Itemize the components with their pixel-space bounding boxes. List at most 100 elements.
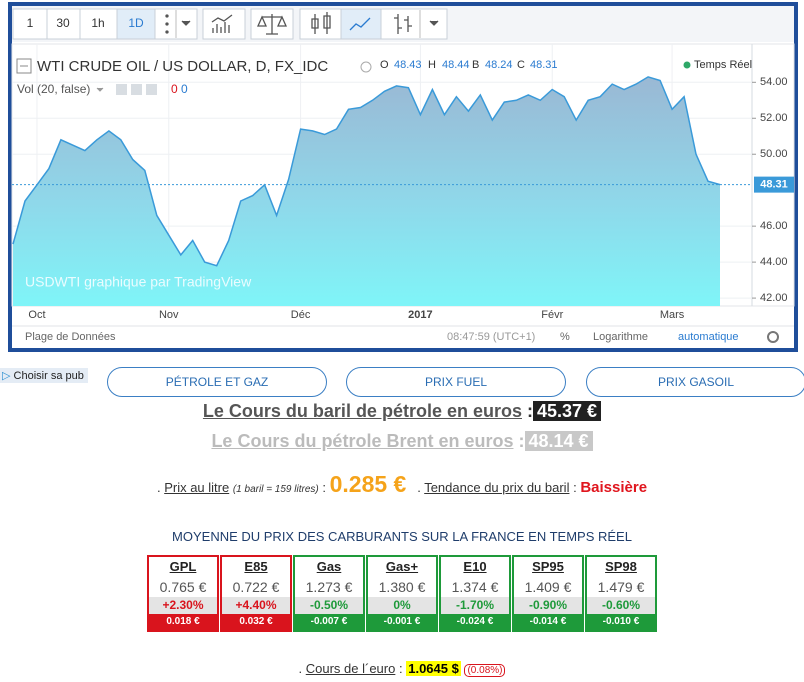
volume-value: 0: [171, 82, 178, 96]
x-tick-label: 2017: [408, 309, 432, 321]
ohlc-key: C: [517, 59, 525, 71]
interval[interactable]: 1D: [128, 16, 144, 30]
fuel-name: Gas+: [385, 559, 419, 574]
button[interactable]: [299, 8, 342, 40]
button[interactable]: [380, 8, 448, 40]
volume-label: Vol (20, false): [17, 82, 90, 96]
trend-label: Tendance du prix du baril: [424, 480, 570, 495]
y-tick-label: 52.00: [760, 112, 788, 124]
colon: :: [573, 480, 577, 495]
watermark: USDWTI graphique par TradingView: [25, 274, 252, 290]
fuel-name: E10: [463, 559, 487, 574]
ohlc-key: H: [428, 59, 436, 71]
chart-widget: 1 30 1h 1D 42.00 44.00 46.00 50.00 52.00 54.0…: [8, 2, 798, 352]
brent-value: 48.14 €: [524, 431, 593, 451]
button[interactable]: [79, 8, 118, 40]
eye-icon[interactable]: [360, 61, 372, 73]
fuel-price: 1.409 €: [524, 579, 572, 595]
symbol-title: WTI CRUDE OIL / US DOLLAR, D, FX_IDC: [37, 58, 328, 75]
fuel-diff: -0.024 €: [441, 614, 509, 630]
litre-value: 0.285 €: [329, 471, 407, 497]
fuel-price: 1.273 €: [305, 579, 353, 595]
button[interactable]: [46, 8, 81, 40]
wti-line: Le Cours du baril de pétrole en euros :4…: [0, 401, 804, 422]
litre-label: Prix au litre: [164, 480, 230, 495]
euro-value: 1.0645 $: [406, 661, 461, 676]
bullet: .: [417, 480, 421, 495]
status-dot: [683, 61, 691, 69]
fuel-card: Gas+ 1.380 € 0% -0.001 €: [366, 555, 438, 632]
bullet: .: [156, 480, 161, 495]
euro-line: . Cours de l´euro : 1.0645 $ (0.08%): [0, 661, 804, 677]
brent-label[interactable]: Le Cours du pétrole Brent en euros: [211, 431, 514, 451]
x-tick-label: Déc: [291, 309, 311, 321]
fuel-price: 0.722 €: [232, 579, 280, 595]
fuel-name: GPL: [169, 559, 197, 574]
y-tick-label: 44.00: [760, 256, 788, 268]
y-tick-label: 54.00: [760, 76, 788, 88]
colon: :: [398, 661, 403, 676]
y-tick-label: 42.00: [760, 292, 788, 304]
colon: :: [322, 480, 326, 495]
dropdown[interactable]: [96, 87, 104, 92]
fuel-change: -1.70%: [441, 597, 509, 614]
interval[interactable]: 1: [27, 16, 34, 30]
y-tick-label: 50.00: [760, 148, 788, 160]
toolbar-icons: [165, 10, 439, 38]
trend-value: Baissière: [580, 479, 648, 496]
x-tick-label: Mars: [660, 309, 685, 321]
fuel-change: -0.60%: [587, 597, 655, 614]
fuel-diff: -0.010 €: [587, 614, 655, 630]
footer-log[interactable]: Logarithme: [593, 331, 648, 343]
footer-auto[interactable]: automatique: [678, 331, 739, 343]
euro-change: (0.08%): [464, 664, 506, 677]
interval[interactable]: 1h: [91, 16, 104, 30]
footer-percent[interactable]: %: [560, 331, 570, 343]
fuel-name: E85: [244, 559, 268, 574]
ohlc-key: B: [472, 59, 479, 71]
fuel-price: 1.380 €: [378, 579, 426, 595]
fuel-price: 0.765 €: [159, 579, 207, 595]
button[interactable]: [202, 8, 246, 40]
ohlc-value: 48.43: [394, 59, 422, 71]
last-price-label: 48.31: [760, 179, 788, 191]
x-tick-label: Févr: [541, 309, 563, 321]
fuel-card: Gas 1.273 € -0.50% -0.007 €: [293, 555, 365, 632]
button[interactable]: [116, 8, 156, 40]
wti-label[interactable]: Le Cours du baril de pétrole en euros: [202, 401, 522, 421]
button[interactable]: [340, 8, 382, 40]
last-price-badge: [754, 176, 794, 193]
fuel-name: Gas: [316, 559, 342, 574]
footer-range[interactable]: Plage de Données: [25, 331, 116, 343]
fuel-diff: 0.032 €: [222, 614, 290, 630]
interval[interactable]: 30: [56, 16, 70, 30]
ad-choice[interactable]: ▷ Choisir sa pub: [0, 368, 88, 383]
fuel-card: E85 0.722 € +4.40% 0.032 €: [220, 555, 292, 632]
fuel-change: -0.50%: [295, 597, 363, 614]
fuel-name: SP95: [532, 559, 564, 574]
fuel-card: E10 1.374 € -1.70% -0.024 €: [439, 555, 511, 632]
price-area: [13, 76, 720, 307]
ohlc-key: O: [380, 59, 389, 71]
fuel-diff: -0.007 €: [295, 614, 363, 630]
toolbar-buttons: [12, 8, 448, 40]
footer-time: 08:47:59 (UTC+1): [447, 331, 535, 343]
fuel-card: GPL 0.765 € +2.30% 0.018 €: [147, 555, 219, 632]
fuel-price: 1.374 €: [451, 579, 499, 595]
nav-button[interactable]: PRIX FUEL: [346, 367, 566, 397]
colon: :: [527, 401, 533, 421]
litre-line: . Prix au litre (1 baril = 159 litres) :…: [0, 470, 804, 504]
nav-button[interactable]: PRIX GASOIL: [586, 367, 804, 397]
x-tick-label: Oct: [28, 309, 45, 321]
bullet: .: [298, 661, 303, 676]
fuel-diff: 0.018 €: [149, 614, 217, 630]
nav-button[interactable]: PÉTROLE ET GAZ: [107, 367, 327, 397]
euro-label: Cours de l´euro: [305, 661, 396, 676]
settings-icon[interactable]: [767, 331, 779, 343]
ohlc-value: 48.44: [442, 59, 470, 71]
price-line: [12, 76, 721, 267]
fuel-change: +2.30%: [149, 597, 217, 614]
fuel-change: +4.40%: [222, 597, 290, 614]
collapse-icon[interactable]: [16, 58, 32, 74]
fuel-change: -0.90%: [514, 597, 582, 614]
